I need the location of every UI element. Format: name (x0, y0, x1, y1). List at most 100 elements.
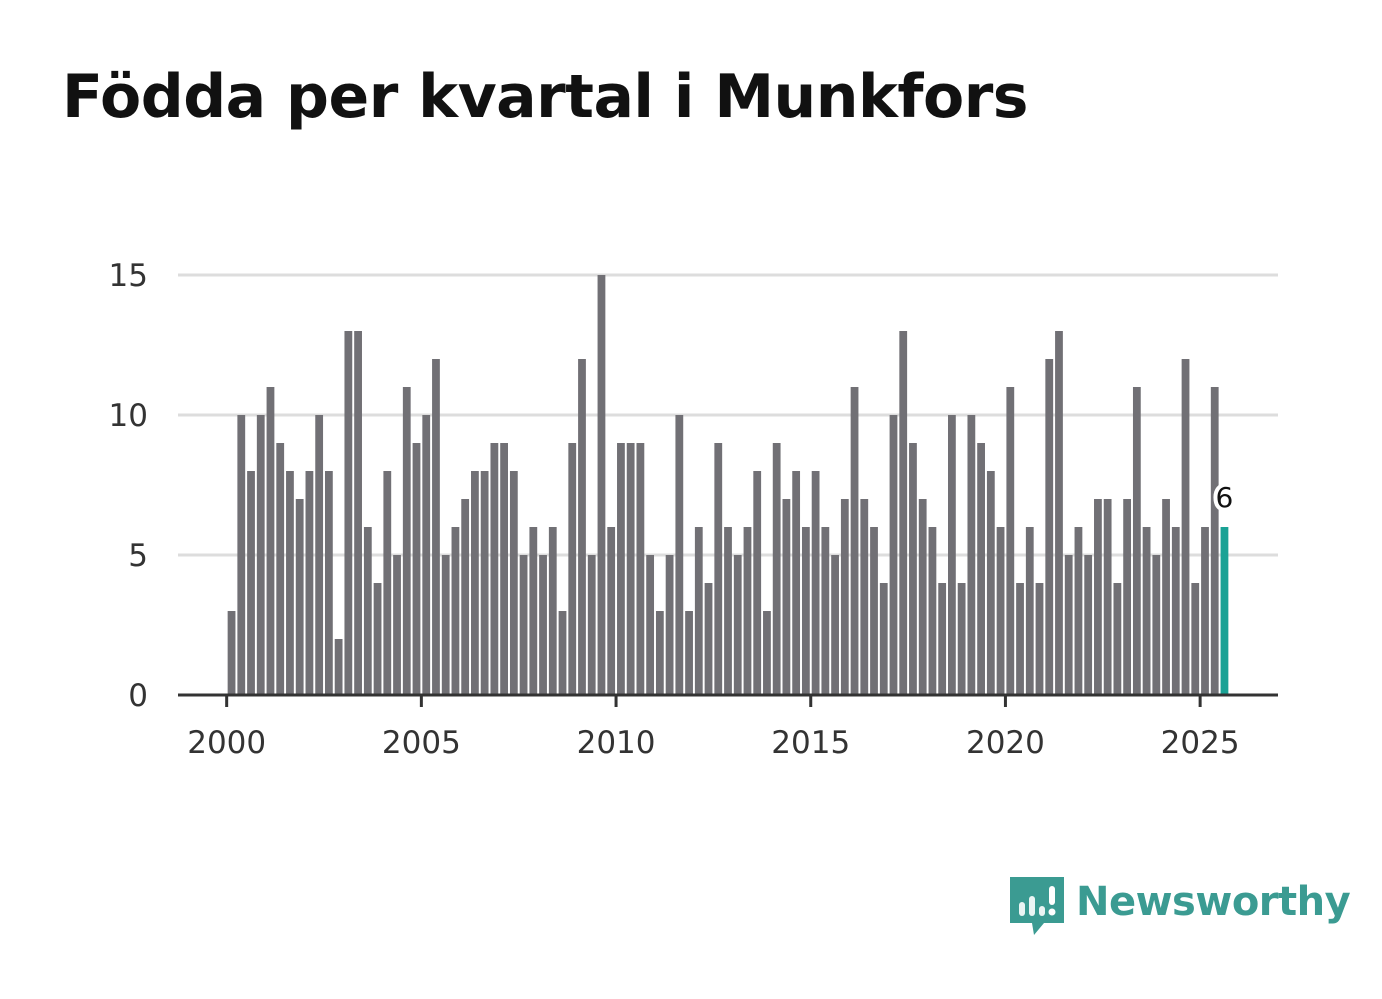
bar (227, 611, 236, 695)
bar (471, 471, 479, 695)
bar (500, 443, 508, 695)
bar (909, 443, 917, 695)
bar (597, 275, 606, 695)
y-tick-label: 10 (109, 398, 148, 434)
bar (441, 555, 450, 695)
bar (792, 471, 801, 695)
bar (1006, 387, 1015, 695)
bar (568, 443, 577, 695)
bar (753, 471, 762, 695)
bar (704, 583, 713, 695)
bar (1181, 359, 1190, 695)
bar (558, 611, 567, 695)
bar (412, 443, 421, 695)
bar (363, 527, 372, 695)
bar (1094, 499, 1102, 695)
bar (286, 471, 294, 695)
bar (383, 471, 392, 695)
bar (714, 443, 723, 695)
bar (1045, 359, 1054, 695)
bar (393, 555, 401, 695)
bar (451, 527, 460, 695)
bar (237, 415, 246, 695)
bar (811, 471, 820, 695)
grid-lines (178, 273, 1278, 557)
bar (432, 359, 440, 695)
bar (490, 443, 499, 695)
bar (324, 471, 333, 695)
x-tick-label: 2000 (187, 725, 266, 761)
bar (1162, 499, 1170, 695)
bars (227, 275, 1229, 695)
bar (334, 639, 343, 695)
bar (655, 611, 664, 695)
bar (665, 555, 674, 695)
bar (509, 471, 518, 695)
bar (256, 415, 265, 695)
bar (1103, 499, 1112, 695)
bar (782, 499, 791, 695)
bar (957, 583, 966, 695)
bar (889, 415, 898, 695)
bar (519, 555, 528, 695)
bar (948, 415, 956, 695)
axes (178, 693, 1278, 707)
x-tick-label: 2020 (966, 725, 1045, 761)
bar (763, 611, 771, 695)
bar (295, 499, 304, 695)
bar (967, 415, 976, 695)
bar (1152, 555, 1161, 695)
latest-value-label: 6 (1216, 481, 1234, 514)
bar (1191, 583, 1200, 695)
bar (461, 499, 470, 695)
bar (1132, 387, 1141, 695)
bar (1064, 555, 1073, 695)
bar (743, 527, 752, 695)
bar (247, 471, 255, 695)
bar (266, 387, 275, 695)
y-tick-label: 15 (109, 258, 148, 294)
bar (694, 527, 703, 695)
bar (587, 555, 596, 695)
bar (1055, 331, 1063, 695)
x-tick-label: 2010 (577, 725, 656, 761)
bar (1210, 387, 1219, 695)
bar (724, 527, 732, 695)
brand-name: Newsworthy (1076, 879, 1351, 925)
bar (840, 499, 849, 695)
bar (373, 583, 382, 695)
bar (548, 527, 557, 695)
bar (1123, 499, 1132, 695)
bar (1142, 527, 1151, 695)
bar (928, 527, 937, 695)
y-tick-label: 0 (128, 678, 148, 714)
bar (986, 471, 995, 695)
bar (1035, 583, 1044, 695)
bar (276, 443, 285, 695)
bar (1025, 527, 1034, 695)
bar (821, 527, 830, 695)
x-tick-label: 2005 (382, 725, 461, 761)
bar (675, 415, 684, 695)
bar (1016, 583, 1024, 695)
x-tick-label: 2015 (771, 725, 850, 761)
bar (315, 415, 324, 695)
bar (772, 443, 781, 695)
bar (422, 415, 431, 695)
bar (305, 471, 314, 695)
bar (899, 331, 908, 695)
bar (850, 387, 859, 695)
bar (685, 611, 693, 695)
labels: 0 5 10 15 6 2000 2005 2010 2015 2020 2025 (109, 258, 1240, 761)
bar (480, 471, 489, 695)
bar-latest (1220, 527, 1229, 695)
bar (733, 555, 742, 695)
bar (539, 555, 547, 695)
bar (626, 443, 635, 695)
bar (1201, 527, 1209, 695)
bar (646, 555, 655, 695)
bar (918, 499, 927, 695)
bar (402, 387, 411, 695)
bar (938, 583, 947, 695)
